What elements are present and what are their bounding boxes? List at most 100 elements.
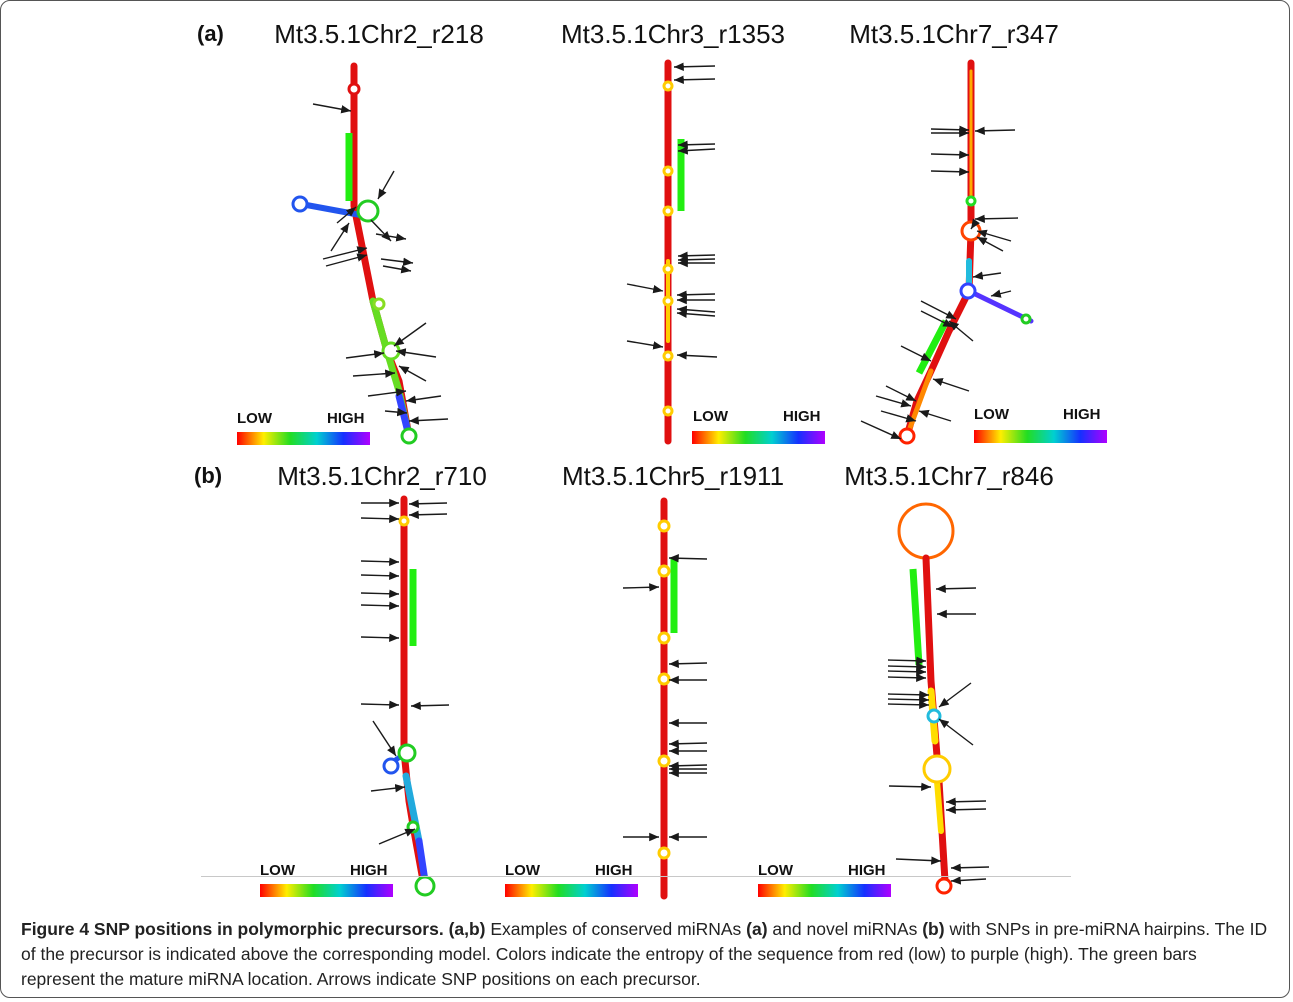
hairpin-loop-a3-junction (959, 282, 977, 300)
hairpin-loop-a1-lower (372, 297, 386, 311)
snp-arrow-a3-5 (974, 214, 1019, 223)
snp-arrow-b1-6 (360, 589, 400, 598)
snp-arrow-b3-6 (887, 690, 930, 699)
snp-arrow-b1-13 (378, 828, 416, 845)
snp-arrow-a3-11 (920, 300, 957, 320)
snp-arrow-a3-2 (974, 126, 1016, 135)
scale-low-a3: LOW (974, 406, 1009, 423)
snp-arrow-b1-5 (360, 571, 400, 580)
precursor-title-b1: Mt3.5.1Chr2_r710 (277, 461, 487, 491)
snp-arrow-b1-9 (360, 700, 400, 709)
hairpin-stem-b1-tip (415, 837, 429, 885)
snp-arrow-a3-13 (948, 320, 974, 342)
hairpin-stem-a3-low (904, 368, 934, 439)
caption-panels-ref: (a,b) (448, 919, 486, 939)
snp-arrow-b1-3 (408, 510, 448, 519)
scale-high-b2: HIGH (595, 862, 633, 879)
snp-arrow-a2-7 (626, 283, 664, 294)
snp-arrow-b3-13 (945, 805, 987, 814)
panel-label-a: (a) (197, 21, 224, 46)
snp-arrow-b3-10 (938, 718, 974, 746)
snp-arrow-a3-4 (930, 167, 970, 176)
snp-arrow-a1-17 (384, 407, 408, 417)
snp-arrow-a2-5 (677, 255, 716, 264)
snp-arrow-a3-16 (885, 385, 917, 402)
hairpin-loop-a3-upper (965, 195, 977, 207)
precursor-title-b3: Mt3.5.1Chr7_r846 (844, 461, 1054, 491)
hairpin-loop-b2-0 (657, 519, 671, 533)
hairpin-loop-a2-2 (662, 205, 674, 217)
snp-arrow-b1-1 (408, 499, 448, 508)
snp-arrow-b2-2 (668, 659, 708, 668)
hairpin-loop-b3-base (935, 877, 953, 895)
caption-text-3: with SNPs in pre-miRNA hairpins. The ID … (21, 919, 1268, 989)
snp-arrow-a1-14 (398, 365, 427, 382)
precursor-title-b2: Mt3.5.1Chr5_r1911 (561, 461, 785, 491)
snp-arrow-b1-12 (370, 783, 406, 793)
snp-arrow-a1-16 (405, 395, 442, 404)
snp-arrow-b3-14 (895, 856, 942, 865)
snp-arrow-b3-15 (950, 863, 990, 872)
scale-low-a1: LOW (237, 410, 272, 427)
snp-arrow-a3-15 (932, 378, 970, 392)
snp-arrow-b3-2 (887, 656, 927, 665)
mature-bar-b3 (909, 568, 923, 666)
snp-arrow-a2-13 (676, 351, 718, 360)
hairpin-loop-b3-terminal (897, 502, 955, 560)
snp-arrow-b1-2 (360, 514, 400, 523)
caption-figure-label: Figure 4 SNP positions in polymorphic pr… (21, 919, 444, 939)
snp-arrow-b3-7 (887, 695, 930, 704)
hairpin-loop-a2-3 (662, 263, 674, 275)
snp-arrow-b2-5 (668, 739, 708, 748)
snp-arrow-a1-13 (352, 369, 396, 378)
snp-arrow-a3-0 (930, 125, 970, 134)
snp-arrow-a1-10 (393, 322, 427, 347)
snp-arrow-a1-1 (377, 170, 395, 200)
snp-arrow-a1-9 (382, 265, 412, 274)
entropy-scale-b2 (505, 884, 638, 897)
snp-arrow-a2-0 (673, 62, 716, 71)
figure-caption: Figure 4 SNP positions in polymorphic pr… (21, 917, 1271, 992)
snp-arrow-a3-20 (860, 420, 902, 440)
snp-arrow-b3-12 (945, 797, 987, 806)
snp-arrow-b2-1 (622, 583, 660, 592)
caption-ref-b: (b) (922, 919, 945, 939)
snp-arrow-a1-4 (370, 219, 392, 242)
hairpin-loop-a1-branch (291, 195, 309, 213)
hairpin-loop-a1-mid (356, 199, 380, 223)
panel-label-b: (b) (194, 463, 223, 488)
hairpin-loop-b1-terminal (414, 875, 436, 897)
hairpin-loop-b2-4 (657, 754, 671, 768)
snp-arrow-a3-17 (875, 395, 912, 408)
snp-arrow-a1-3 (336, 206, 357, 224)
scale-high-b3: HIGH (848, 862, 886, 879)
hairpin-loop-b1-branch (382, 757, 400, 775)
hairpin-loop-a2-6 (662, 405, 674, 417)
snp-arrow-a1-0 (312, 103, 352, 114)
hairpin-loop-b2-2 (657, 631, 671, 645)
snp-arrow-a3-14 (900, 345, 932, 362)
hairpin-stem-a1 (350, 62, 413, 440)
hairpin-loop-a2-0 (662, 80, 674, 92)
snp-arrow-a1-11 (345, 350, 385, 359)
snp-arrow-a3-9 (972, 271, 1002, 280)
snp-arrow-a3-8 (976, 229, 1012, 242)
snp-arrow-a1-18 (408, 416, 449, 425)
entropy-scale-b3 (758, 884, 891, 897)
entropy-scale-a3 (974, 430, 1107, 443)
snp-arrow-a2-1 (673, 75, 716, 84)
hairpin-loop-b2-3 (657, 672, 671, 686)
entropy-scale-a1 (237, 432, 370, 445)
precursor-title-a1: Mt3.5.1Chr2_r218 (274, 19, 484, 49)
hairpin-loop-b1-mid (397, 743, 417, 763)
snp-arrow-a2-3 (677, 146, 716, 155)
hairpin-loop-a3-terminal (898, 427, 916, 445)
snp-arrow-a3-18 (880, 410, 917, 423)
hairpin-loop-b3-bulge (922, 754, 952, 784)
scale-high-b1: HIGH (350, 862, 388, 879)
hairpin-stem-b3-yellow2 (934, 778, 944, 834)
hairpin-loop-a2-1 (662, 165, 674, 177)
scale-low-b3: LOW (758, 862, 793, 879)
caption-ref-a: (a) (746, 919, 768, 939)
